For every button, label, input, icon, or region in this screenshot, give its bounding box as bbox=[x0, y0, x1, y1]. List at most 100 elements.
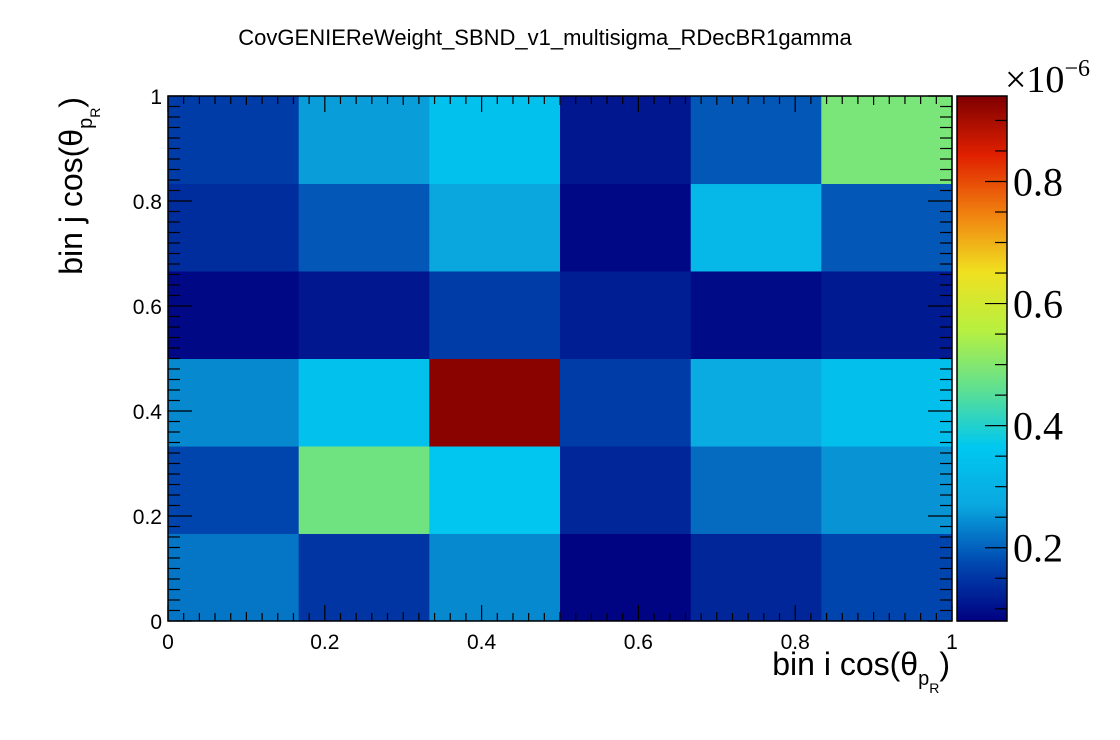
x-tick-label: 0.4 bbox=[467, 631, 497, 654]
color-bar-segment bbox=[957, 502, 1007, 505]
heatmap-cell bbox=[168, 96, 300, 185]
heatmap-cell bbox=[560, 183, 692, 272]
color-bar-segment bbox=[957, 354, 1007, 358]
color-bar-segment bbox=[957, 545, 1007, 548]
color-bar-segment bbox=[957, 610, 1007, 614]
color-bar-frame bbox=[956, 95, 1008, 622]
color-bar-segment bbox=[957, 536, 1007, 540]
color-bar-segment bbox=[957, 315, 1007, 319]
color-bar-segment bbox=[957, 438, 1007, 442]
color-bar-segment bbox=[957, 458, 1007, 462]
color-bar-segment bbox=[957, 461, 1007, 464]
color-bar-segment bbox=[957, 409, 1007, 413]
color-bar-segment bbox=[957, 282, 1007, 286]
color-bar-segment bbox=[957, 100, 1007, 103]
color-bar-segment bbox=[957, 389, 1007, 392]
color-bar-segment bbox=[957, 401, 1007, 405]
color-bar-segment bbox=[957, 108, 1007, 111]
heatmap-cell bbox=[690, 183, 822, 272]
color-bar-segment bbox=[957, 180, 1007, 183]
color-bar-segment bbox=[957, 110, 1007, 114]
color-bar-segment bbox=[957, 147, 1007, 150]
color-bar-segment bbox=[957, 446, 1007, 450]
y-axis-label-subsub: R bbox=[87, 108, 103, 118]
color-bar-segment bbox=[957, 268, 1007, 271]
x-tick-label: 0.6 bbox=[624, 631, 653, 654]
color-bar-segment bbox=[957, 204, 1007, 208]
color-bar-segment bbox=[957, 547, 1007, 550]
color-bar-segment bbox=[957, 301, 1007, 304]
heatmap-cell bbox=[429, 533, 561, 622]
color-bar-segment bbox=[957, 253, 1007, 257]
x-tick-label: 0.8 bbox=[781, 631, 810, 654]
color-bar-segment bbox=[957, 337, 1007, 341]
color-bar-segment bbox=[957, 362, 1007, 366]
heatmap-cell bbox=[168, 446, 300, 534]
color-bar-segment bbox=[957, 249, 1007, 253]
heatmap-cell bbox=[429, 358, 561, 447]
color-bar-segment bbox=[957, 590, 1007, 593]
color-bar-segment bbox=[957, 561, 1007, 565]
y-tick-label: 0.8 bbox=[133, 191, 162, 214]
color-bar-segment bbox=[957, 350, 1007, 353]
x-tick-labels: 0 0.2 0.4 0.6 0.8 1 bbox=[162, 631, 958, 654]
color-bar-segment bbox=[957, 557, 1007, 561]
color-bar-segment bbox=[957, 485, 1007, 489]
color-bar-segment bbox=[957, 469, 1007, 472]
color-bar-segment bbox=[957, 504, 1007, 507]
color-bar-tick-label: 0.2 bbox=[1013, 526, 1063, 571]
color-bar-segment bbox=[957, 178, 1007, 181]
color-bar-segment bbox=[957, 290, 1007, 294]
color-bar-segment bbox=[957, 153, 1007, 157]
color-bar-segment bbox=[957, 538, 1007, 542]
color-bar-segment bbox=[957, 444, 1007, 448]
color-bar-segment bbox=[957, 456, 1007, 460]
color-bar-segment bbox=[957, 292, 1007, 296]
color-bar-ticks: 0.2 0.4 0.6 0.8 bbox=[985, 119, 1063, 610]
color-bar-segment bbox=[957, 266, 1007, 269]
color-bar-segment bbox=[957, 487, 1007, 491]
color-bar-segment bbox=[957, 216, 1007, 220]
color-bar-segment bbox=[957, 475, 1007, 479]
color-bar-segment bbox=[957, 237, 1007, 241]
color-bar-segment bbox=[957, 465, 1007, 468]
color-bar-segment bbox=[957, 141, 1007, 144]
y-axis-label-suffix: ) bbox=[53, 97, 89, 108]
color-bar-segment bbox=[957, 604, 1007, 608]
color-bar-segment bbox=[957, 241, 1007, 245]
color-bar-segment bbox=[957, 210, 1007, 214]
color-bar-segment bbox=[957, 208, 1007, 212]
y-tick-label: 0.4 bbox=[133, 401, 163, 424]
heatmap-cell bbox=[168, 183, 300, 272]
color-bar-segment bbox=[957, 553, 1007, 556]
heatmap-cell bbox=[690, 358, 822, 447]
color-bar-segment bbox=[957, 577, 1007, 581]
color-bar-segment bbox=[957, 569, 1007, 573]
color-bar-segment bbox=[957, 526, 1007, 530]
color-bar-segment bbox=[957, 573, 1007, 577]
color-bar-segment bbox=[957, 139, 1007, 142]
color-bar-segment bbox=[957, 518, 1007, 522]
color-bar-segment bbox=[957, 360, 1007, 364]
x-axis-label-prefix: bin i cos(θ bbox=[772, 646, 918, 682]
heatmap-cells bbox=[168, 96, 953, 622]
color-bar-segment bbox=[957, 571, 1007, 575]
color-bar-segment bbox=[957, 167, 1007, 171]
color-bar-segment bbox=[957, 596, 1007, 600]
color-bar-segment bbox=[957, 327, 1007, 331]
color-bar-segment bbox=[957, 506, 1007, 509]
color-bar-segment bbox=[957, 114, 1007, 118]
color-bar-segment bbox=[957, 137, 1007, 140]
color-bar-segment bbox=[957, 395, 1007, 399]
color-bar-segment bbox=[957, 309, 1007, 312]
color-bar-segment bbox=[957, 417, 1007, 421]
color-bar-segment bbox=[957, 262, 1007, 265]
color-bar-segment bbox=[957, 247, 1007, 251]
color-bar-segment bbox=[957, 274, 1007, 278]
color-bar-segment bbox=[957, 251, 1007, 255]
color-bar-segment bbox=[957, 366, 1007, 370]
heatmap-cell bbox=[429, 446, 561, 534]
heatmap-cell bbox=[821, 533, 953, 622]
heatmap-cell bbox=[429, 96, 561, 185]
color-bar-segment bbox=[957, 399, 1007, 403]
